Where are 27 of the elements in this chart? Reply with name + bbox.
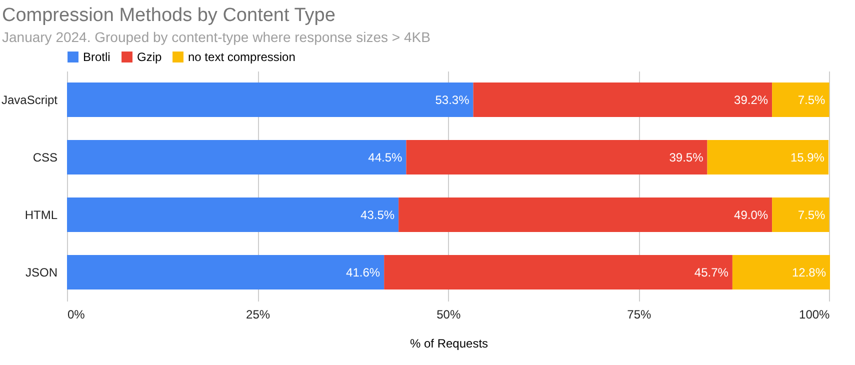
x-tick-label: 75%: [627, 308, 652, 322]
legend-label: Brotli: [83, 50, 110, 64]
data-label: 39.2%: [734, 92, 768, 107]
data-label: 53.3%: [435, 92, 470, 107]
data-label: 12.8%: [792, 265, 826, 280]
data-label: 45.7%: [694, 265, 729, 280]
y-tick-label: HTML: [24, 208, 58, 222]
x-tick-label: 25%: [246, 308, 270, 322]
legend-label: no text compression: [188, 50, 296, 64]
x-tick-label: 50%: [436, 308, 461, 322]
legend-label: Gzip: [137, 50, 162, 64]
data-label: 43.5%: [360, 208, 395, 222]
data-label: 7.5%: [798, 208, 826, 222]
y-tick-label: CSS: [32, 150, 58, 164]
x-axis-title: % of Requests: [410, 336, 488, 350]
data-label: 44.5%: [368, 150, 403, 164]
data-label: 7.5%: [798, 92, 826, 107]
y-tick-label: JSON: [25, 265, 58, 280]
x-tick-label: 100%: [799, 308, 830, 322]
x-tick-label: 0%: [68, 308, 86, 322]
data-label: 15.9%: [790, 150, 825, 164]
chart-title: Compression Methods by Content Type: [2, 5, 336, 26]
y-tick-label: JavaScript: [1, 92, 58, 107]
data-label: 39.5%: [669, 150, 704, 164]
chart-subtitle: January 2024. Grouped by content-type where response sizes > 4KB: [2, 29, 430, 45]
data-label: 41.6%: [346, 265, 380, 280]
data-label: 49.0%: [734, 208, 768, 222]
